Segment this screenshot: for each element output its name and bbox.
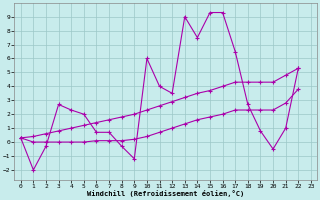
X-axis label: Windchill (Refroidissement éolien,°C): Windchill (Refroidissement éolien,°C) xyxy=(87,190,244,197)
